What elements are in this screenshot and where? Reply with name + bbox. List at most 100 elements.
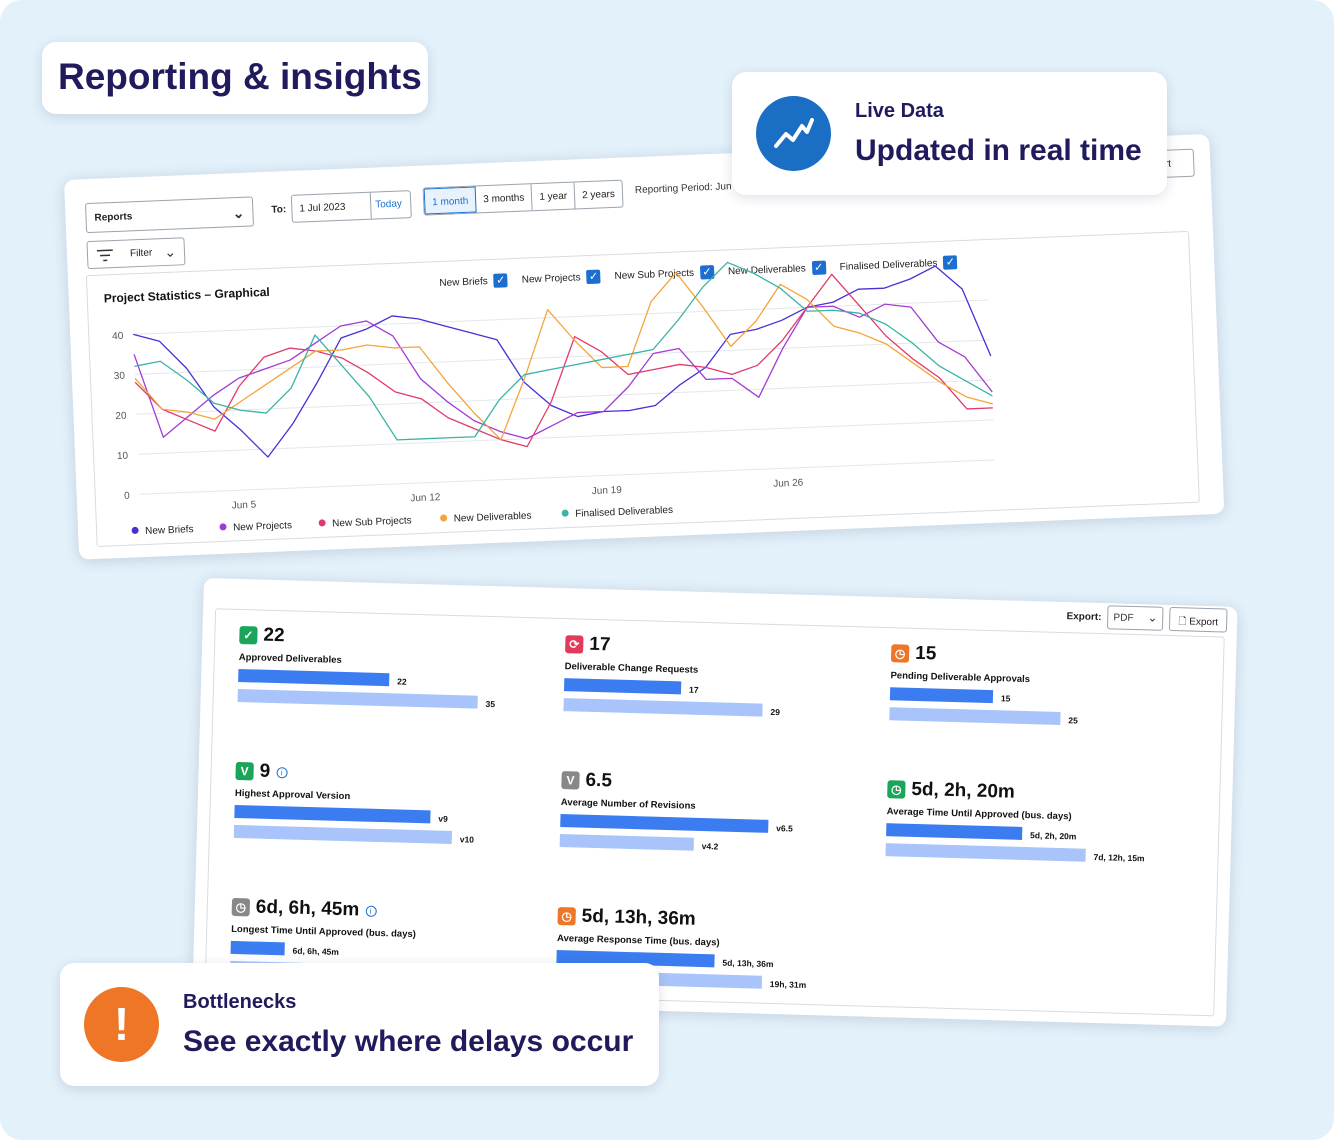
chevron-down-icon: ⌄ <box>1147 610 1158 625</box>
metric-value: 5d, 13h, 36m <box>581 905 697 930</box>
grid-line <box>133 299 989 335</box>
series-line <box>133 303 993 440</box>
y-tick-label: 0 <box>124 491 130 502</box>
series-line <box>134 271 993 441</box>
bar-value: 5d, 2h, 20m <box>1030 830 1077 842</box>
current-bar <box>889 687 994 704</box>
exclamation-icon: ! <box>84 987 159 1062</box>
previous-bar-row: 7d, 12h, 15m <box>885 843 1185 865</box>
metric-card: ◷ 5d, 2h, 20m Average Time Until Approved … <box>884 778 1188 916</box>
today-button[interactable]: Today <box>369 191 411 219</box>
document-icon: 🗋 <box>1178 616 1190 628</box>
bar-value: 19h, 31m <box>769 978 807 990</box>
metric-label: Pending Deliverable Approvals <box>890 670 1031 686</box>
current-bar-row: v9 <box>234 804 534 827</box>
range-selector: 1 month 3 months 1 year 2 years <box>422 179 624 216</box>
date-value: 1 Jul 2023 <box>299 201 346 215</box>
bottlenecks-text: See exactly where delays occur <box>183 1025 634 1058</box>
live-data-label: Live Data <box>855 100 944 122</box>
bar-value: v10 <box>459 834 475 845</box>
bottlenecks-label: Bottlenecks <box>183 991 297 1013</box>
metric-value: 6.5 <box>585 769 613 792</box>
current-bar-row: 6d, 6h, 45m <box>230 940 530 963</box>
grid-line <box>139 459 996 495</box>
line-chart: 0 10 20 30 40 Jun 5 Jun 12 Jun 19 Jun 26 New Brie… <box>112 261 996 537</box>
refresh-icon: ⟳ <box>565 635 584 654</box>
previous-bar-row: 25 <box>889 707 1189 729</box>
version-icon: V <box>561 771 580 790</box>
metric-header: ◷ 6d, 6h, 45m i <box>231 896 532 926</box>
y-tick-label: 10 <box>117 451 129 462</box>
grid-line <box>136 379 992 415</box>
bar-value: 17 <box>688 684 699 695</box>
bar-value: v6.5 <box>776 823 793 834</box>
range-1-year[interactable]: 1 year <box>531 182 576 211</box>
previous-bar-row: v4.2 <box>559 834 860 856</box>
current-bar-row: 15 <box>889 687 1190 709</box>
grid-line <box>138 419 994 455</box>
info-icon[interactable]: i <box>365 905 377 917</box>
metric-label: Deliverable Change Requests <box>564 661 699 676</box>
metric-value: 9 <box>259 760 271 782</box>
current-bar <box>563 678 682 695</box>
export-button[interactable]: 🗋 Export <box>1169 606 1228 633</box>
metric-value: 17 <box>589 633 611 656</box>
numerical-report-card: Export: PDF ⌄ 🗋 Export ✓ 22 Approved Deliv… <box>192 578 1238 1027</box>
range-1-month[interactable]: 1 month <box>423 186 477 215</box>
current-bar-row: 5d, 2h, 20m <box>886 823 1186 845</box>
range-3-months[interactable]: 3 months <box>475 184 533 213</box>
previous-bar <box>889 707 1061 725</box>
previous-bar-row: 29 <box>563 698 863 720</box>
previous-bar <box>559 834 694 851</box>
previous-bar <box>563 698 763 717</box>
metric-card: ◷ 15 Pending Deliverable Approvals 15 25 <box>888 642 1192 780</box>
x-tick-label: Jun 19 <box>592 485 623 497</box>
report-select-value: Reports <box>94 211 133 224</box>
export-label: Export: <box>1066 610 1102 623</box>
series-line <box>134 261 993 441</box>
y-tick-label: 30 <box>114 371 126 382</box>
metric-card: ⟳ 17 Deliverable Change Requests 17 29 <box>562 633 866 771</box>
metric-card: V 6.5 Average Number of Revisions v6.5 v4.2 <box>558 769 862 907</box>
metric-label: Average Time Until Approved (bus. days) <box>886 806 1072 823</box>
bar-value: 25 <box>1068 715 1078 726</box>
live-data-badge <box>756 96 831 171</box>
chevron-down-icon: ⌄ <box>163 243 177 261</box>
legend-marker <box>561 509 569 517</box>
metric-header: V 6.5 <box>561 769 861 799</box>
trend-up-icon <box>774 118 814 148</box>
info-icon[interactable]: i <box>276 766 288 778</box>
y-tick-label: 20 <box>115 411 127 422</box>
current-bar-row: 17 <box>563 678 864 700</box>
y-tick-label: 40 <box>112 331 124 342</box>
export-format-value: PDF <box>1113 612 1134 624</box>
check-icon: ✓ <box>239 626 258 645</box>
metric-header: ◷ 15 <box>890 642 1191 672</box>
reporting-period: Reporting Period: Jun <box>634 181 732 197</box>
current-bar <box>230 940 285 956</box>
bar-value: 5d, 13h, 36m <box>722 957 774 970</box>
metric-label: Average Number of Revisions <box>560 797 696 812</box>
x-tick-label: Jun 26 <box>773 478 804 490</box>
export-button-label: Export <box>1189 616 1219 629</box>
date-input[interactable]: 1 Jul 2023 Today <box>290 190 412 223</box>
live-data-text: Updated in real time <box>855 134 1142 167</box>
clock-icon: ◷ <box>231 897 251 917</box>
filter-button[interactable]: Filter ⌄ <box>86 237 186 270</box>
legend-label: New Briefs <box>145 524 194 537</box>
current-bar <box>560 814 769 833</box>
previous-bar <box>237 688 478 709</box>
report-select[interactable]: Reports ⌄ <box>84 196 255 234</box>
bar-value: 22 <box>397 676 407 687</box>
legend-marker <box>440 514 448 522</box>
range-2-years[interactable]: 2 years <box>581 188 616 202</box>
bar-value: v4.2 <box>701 841 719 852</box>
legend-label: New Deliverables <box>454 511 532 525</box>
metric-card: ✓ 22 Approved Deliverables 22 35 <box>236 624 540 762</box>
bar-value: 15 <box>1000 693 1011 704</box>
metric-header: ◷ 5d, 13h, 36m <box>557 905 857 935</box>
export-bar: Export: PDF ⌄ 🗋 Export <box>1066 604 1228 633</box>
export-format-select[interactable]: PDF ⌄ <box>1107 605 1164 631</box>
x-tick-label: Jun 12 <box>410 492 441 504</box>
